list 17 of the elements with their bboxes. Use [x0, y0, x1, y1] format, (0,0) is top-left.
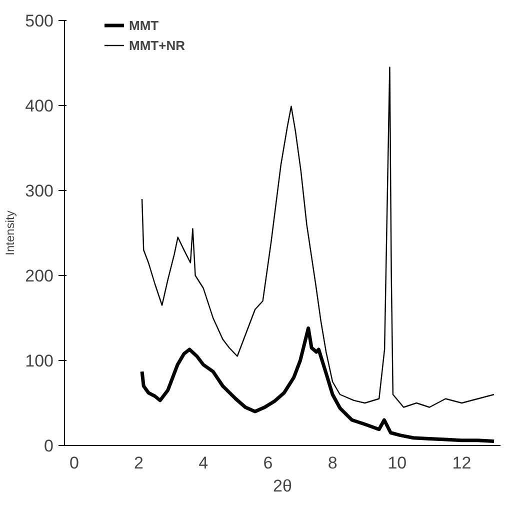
x-tick-label: 12	[452, 454, 472, 472]
x-tick-label: 8	[328, 454, 338, 472]
y-tick-label: 200	[25, 266, 54, 286]
legend-label: MMT	[129, 19, 159, 32]
x-tick-label: 0	[69, 454, 79, 472]
y-tick-label: 500	[25, 12, 54, 30]
legend-label: MMT+NR	[129, 38, 185, 52]
x-tick-label: 2	[134, 454, 144, 472]
x-tick-label: 10	[388, 454, 407, 472]
x-axis-title: 2θ	[273, 476, 292, 496]
y-tick-label: 0	[44, 436, 54, 456]
y-tick-label: 100	[25, 352, 54, 370]
x-tick-label: 4	[198, 454, 208, 472]
y-axis-title: Intensity	[3, 210, 18, 256]
y-tick-label: 400	[25, 96, 54, 116]
x-tick-label: 6	[263, 454, 273, 472]
y-tick-label: 300	[25, 182, 54, 200]
